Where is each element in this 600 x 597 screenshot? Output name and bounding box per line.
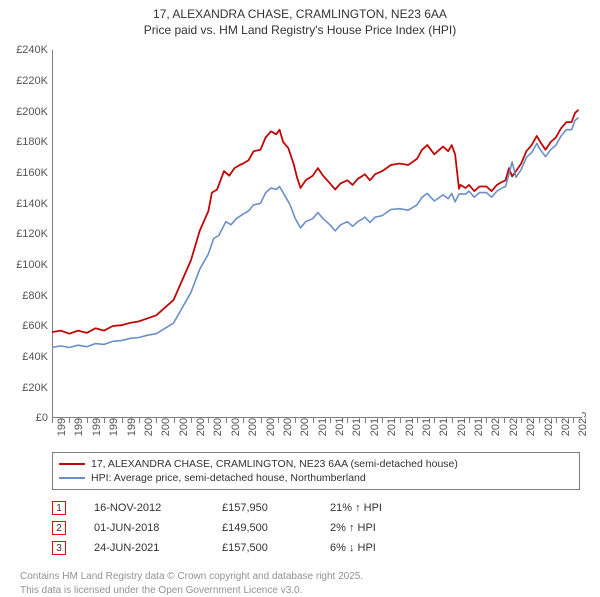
sales-pct-2: 6% ↓ HPI	[330, 542, 430, 554]
y-tick-label: £140K	[16, 198, 48, 210]
y-tick-label: £220K	[16, 75, 48, 87]
x-tick	[486, 418, 487, 423]
sales-row-0: 1 16-NOV-2012 £157,950 21% ↑ HPI	[52, 498, 580, 518]
legend-swatch-0	[59, 463, 85, 465]
y-tick-label: £160K	[16, 167, 48, 179]
footnote-line1: Contains HM Land Registry data © Crown c…	[20, 570, 580, 584]
sales-marker-0: 1	[52, 501, 66, 515]
sales-row-2: 3 24-JUN-2021 £157,500 6% ↓ HPI	[52, 538, 580, 558]
x-tick	[243, 418, 244, 423]
y-tick-label: £40K	[22, 351, 48, 363]
sales-pct-0: 21% ↑ HPI	[330, 502, 430, 514]
chart-title-block: 17, ALEXANDRA CHASE, CRAMLINGTON, NE23 6…	[0, 0, 600, 40]
legend-row-1: HPI: Average price, semi-detached house,…	[59, 471, 573, 485]
sales-table: 1 16-NOV-2012 £157,950 21% ↑ HPI 2 01-JU…	[52, 498, 580, 558]
x-tick	[469, 418, 470, 423]
x-tick	[52, 418, 53, 423]
x-tick	[417, 418, 418, 423]
sales-row-1: 2 01-JUN-2018 £149,500 2% ↑ HPI	[52, 518, 580, 538]
legend-row-0: 17, ALEXANDRA CHASE, CRAMLINGTON, NE23 6…	[59, 457, 573, 471]
x-tick	[504, 418, 505, 423]
x-tick	[434, 418, 435, 423]
y-tick-label: £100K	[16, 259, 48, 271]
legend-label-0: 17, ALEXANDRA CHASE, CRAMLINGTON, NE23 6…	[91, 458, 458, 470]
x-tick	[191, 418, 192, 423]
x-tick	[174, 418, 175, 423]
sales-marker-2: 3	[52, 541, 66, 555]
legend-swatch-1	[59, 477, 85, 479]
y-tick-label: £80K	[22, 290, 48, 302]
sales-date-2: 24-JUN-2021	[94, 542, 194, 554]
x-tick	[226, 418, 227, 423]
y-tick-label: £60K	[22, 320, 48, 332]
y-tick-label: £240K	[16, 44, 48, 56]
x-tick	[452, 418, 453, 423]
x-tick	[313, 418, 314, 423]
x-tick	[330, 418, 331, 423]
x-tick	[156, 418, 157, 423]
x-tick	[539, 418, 540, 423]
x-tick	[347, 418, 348, 423]
x-tick	[365, 418, 366, 423]
sales-pct-1: 2% ↑ HPI	[330, 522, 430, 534]
sales-marker-1: 2	[52, 521, 66, 535]
chart-area: £0 £20K £40K £60K £80K £100K £120K £140K £160K £1…	[0, 40, 600, 450]
x-tick	[104, 418, 105, 423]
x-tick	[573, 418, 574, 423]
sales-price-2: £157,500	[222, 542, 302, 554]
sales-date-0: 16-NOV-2012	[94, 502, 194, 514]
series-line-hpi	[52, 118, 579, 348]
footnote: Contains HM Land Registry data © Crown c…	[20, 570, 580, 597]
x-tick	[87, 418, 88, 423]
y-tick-label: £20K	[22, 382, 48, 394]
legend-label-1: HPI: Average price, semi-detached house,…	[91, 472, 366, 484]
x-tick	[261, 418, 262, 423]
x-tick	[400, 418, 401, 423]
chart-lines-svg	[52, 50, 582, 418]
chart-title-line1: 17, ALEXANDRA CHASE, CRAMLINGTON, NE23 6…	[0, 6, 600, 22]
sales-price-1: £149,500	[222, 522, 302, 534]
x-tick	[521, 418, 522, 423]
x-tick	[295, 418, 296, 423]
x-tick	[278, 418, 279, 423]
x-tick	[208, 418, 209, 423]
y-tick-label: £0	[36, 412, 48, 424]
sales-date-1: 01-JUN-2018	[94, 522, 194, 534]
x-tick	[69, 418, 70, 423]
legend: 17, ALEXANDRA CHASE, CRAMLINGTON, NE23 6…	[52, 452, 580, 490]
chart-title-line2: Price paid vs. HM Land Registry's House …	[0, 22, 600, 38]
y-tick-label: £200K	[16, 106, 48, 118]
x-tick	[122, 418, 123, 423]
series-line-price_paid	[52, 110, 579, 334]
sales-price-0: £157,950	[222, 502, 302, 514]
x-tick	[556, 418, 557, 423]
y-tick-label: £180K	[16, 136, 48, 148]
y-tick-label: £120K	[16, 228, 48, 240]
footnote-line2: This data is licensed under the Open Gov…	[20, 584, 580, 597]
x-tick	[139, 418, 140, 423]
x-tick	[382, 418, 383, 423]
